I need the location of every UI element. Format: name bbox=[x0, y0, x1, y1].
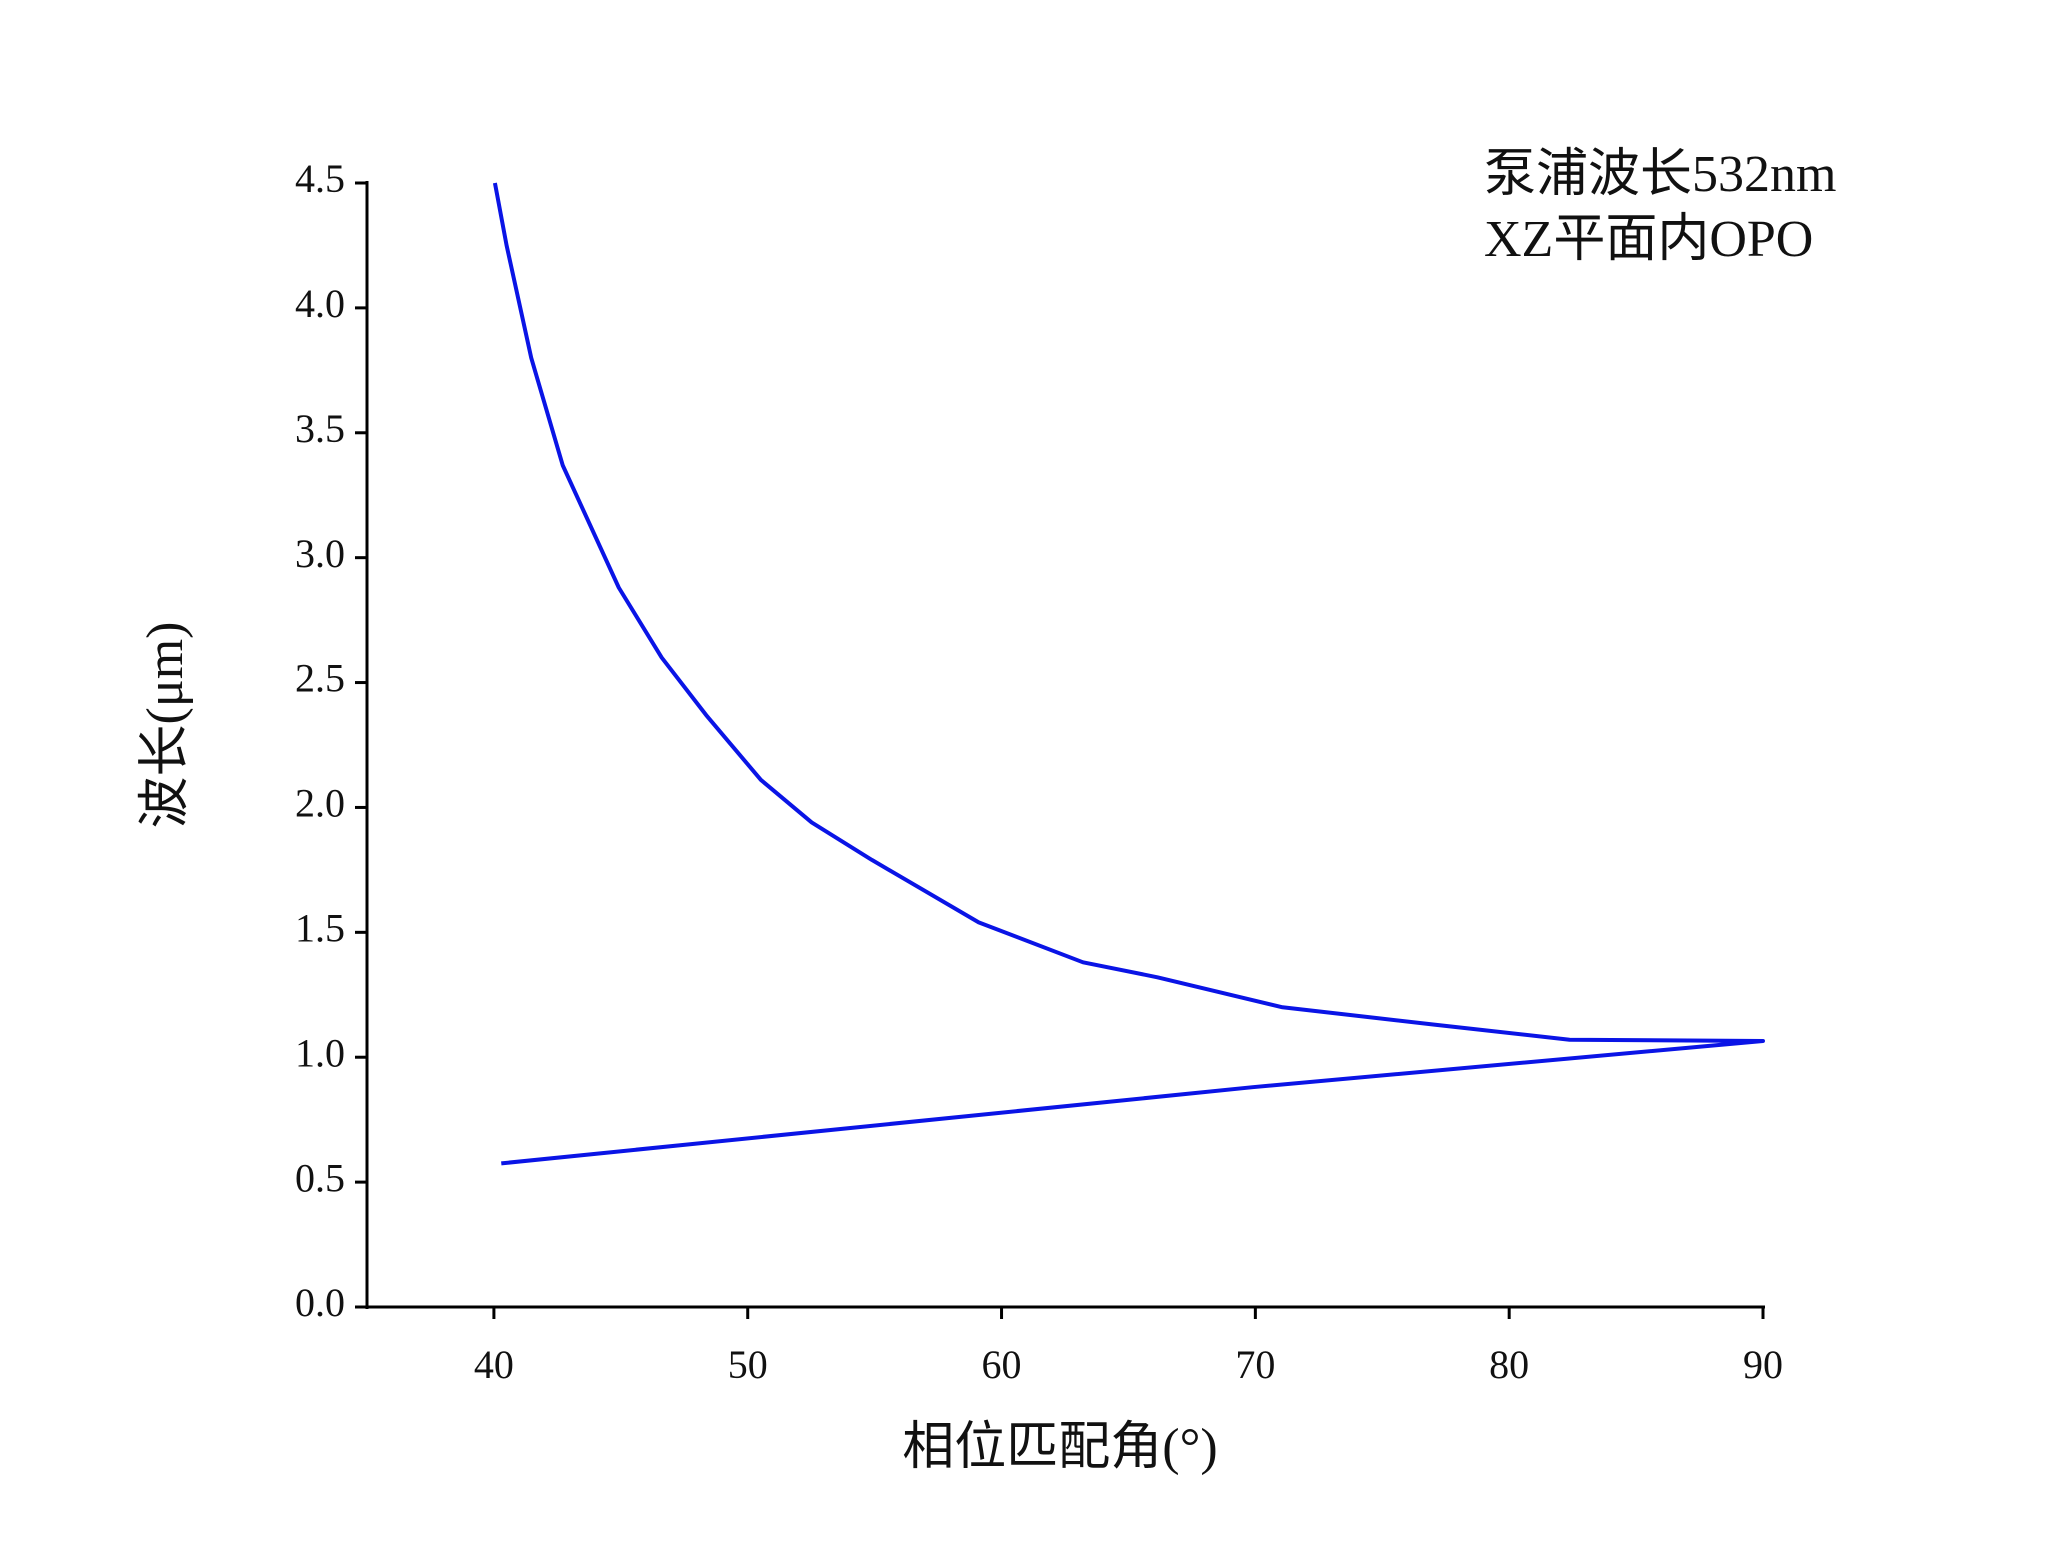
x-tick-label: 90 bbox=[1743, 1342, 1783, 1387]
x-tick-label: 50 bbox=[728, 1342, 768, 1387]
y-tick-label: 0.5 bbox=[295, 1155, 345, 1200]
x-tick-label: 60 bbox=[982, 1342, 1022, 1387]
y-tick-label: 3.5 bbox=[295, 406, 345, 451]
y-tick-label: 4.0 bbox=[295, 281, 345, 326]
y-axis-title: 波长(μm) bbox=[137, 622, 194, 829]
y-tick-label: 4.5 bbox=[295, 156, 345, 201]
y-tick-label: 2.0 bbox=[295, 781, 345, 826]
annotation: XZ平面内OPO bbox=[1484, 211, 1813, 268]
x-tick-label: 70 bbox=[1235, 1342, 1275, 1387]
y-tick-label: 0.0 bbox=[295, 1280, 345, 1325]
x-axis-title: 相位匹配角(°) bbox=[902, 1419, 1217, 1476]
y-tick-label: 1.5 bbox=[295, 906, 345, 951]
annotation: 泵浦波长532nm bbox=[1484, 146, 1836, 203]
x-tick-label: 80 bbox=[1489, 1342, 1529, 1387]
y-tick-label: 2.5 bbox=[295, 656, 345, 701]
y-tick-label: 1.0 bbox=[295, 1030, 345, 1075]
y-tick-label: 3.0 bbox=[295, 531, 345, 576]
data-line bbox=[492, 182, 1765, 1166]
x-tick-label: 40 bbox=[474, 1342, 514, 1387]
